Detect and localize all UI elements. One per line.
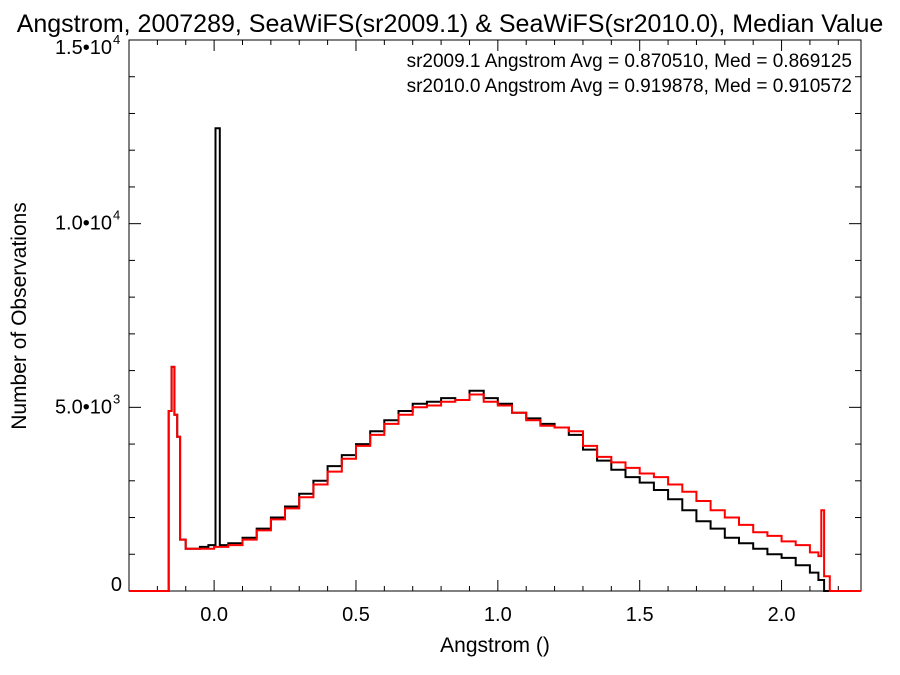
plot-frame (128, 39, 862, 592)
axis-ticks: 0.0 0.5 1.0 1.5 2.005.0•10 31.0•10 41.5•10 4 (55, 32, 861, 626)
y-tick-exponent: 4 (113, 208, 120, 223)
y-tick-label: 5.0•10 (55, 396, 112, 418)
series-line-sr2009-1 (129, 127, 861, 592)
x-tick-label: 1.0 (484, 604, 512, 626)
y-tick-label: 0 (111, 574, 122, 596)
y-tick-exponent: 3 (113, 391, 120, 406)
x-axis-label: Angstrom () (440, 634, 550, 657)
x-tick-label: 2.0 (768, 604, 796, 626)
series-line-sr2010-0 (129, 365, 861, 592)
x-tick-label: 0.5 (342, 604, 370, 626)
x-tick-label: 1.5 (626, 604, 654, 626)
series-group (129, 127, 861, 592)
chart-title: Angstrom, 2007289, SeaWiFS(sr2009.1) & S… (17, 10, 884, 38)
y-tick-label: 1.0•10 (55, 213, 112, 235)
y-tick-exponent: 4 (113, 32, 120, 47)
x-tick-label: 0.0 (200, 604, 228, 626)
y-axis-label: Number of Observations (8, 202, 31, 430)
y-tick-label: 1.5•10 (55, 37, 112, 59)
annotation-sr2009: sr2009.1 Angstrom Avg = 0.870510, Med = … (407, 51, 852, 72)
annotation-sr2010: sr2010.0 Angstrom Avg = 0.919878, Med = … (407, 76, 852, 97)
